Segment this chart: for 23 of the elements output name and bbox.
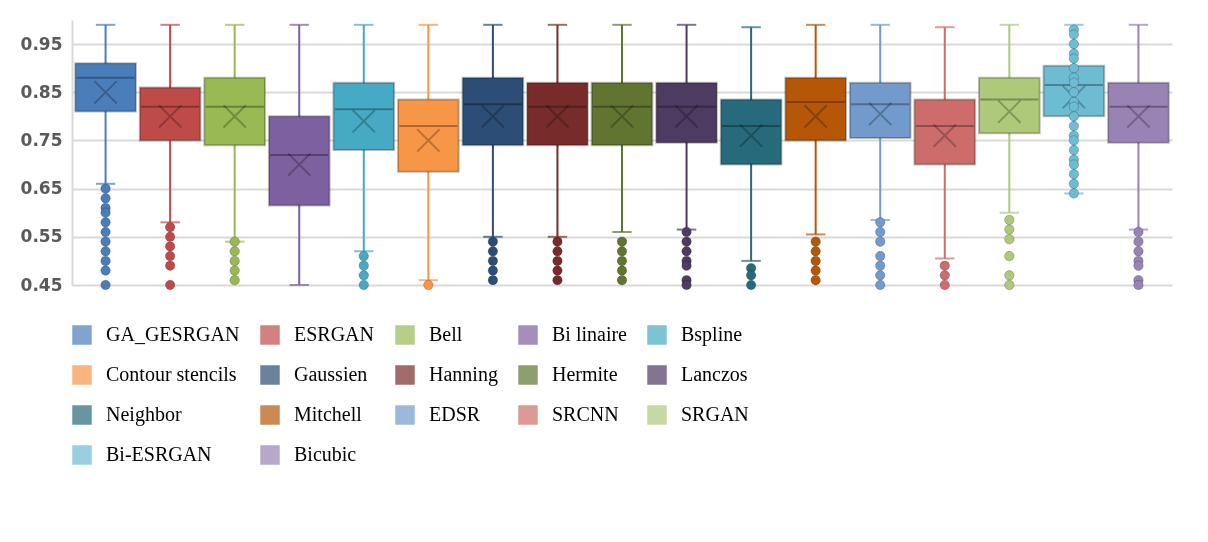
legend-label: Neighbor: [106, 403, 182, 426]
legend-label: EDSR: [429, 403, 481, 425]
legend-label: Bicubic: [294, 443, 357, 465]
legend-label: Hermite: [552, 363, 618, 385]
legend-label: Bi linaire: [552, 323, 628, 345]
y-tick-label: 0.45: [20, 274, 63, 295]
y-tick-label: 0.85: [20, 81, 63, 102]
legend-label: Hanning: [429, 363, 498, 386]
legend-label: Contour stencils: [106, 363, 237, 385]
legend-label: SRGAN: [681, 403, 749, 425]
legend-label: GA_GESRGAN: [106, 323, 240, 345]
y-tick-label: 0.95: [20, 33, 63, 54]
legend-label: Lanczos: [681, 363, 748, 385]
legend-label: Bspline: [681, 323, 743, 346]
legend-label: Mitchell: [294, 403, 363, 425]
legend-label: Bi-ESRGAN: [106, 443, 212, 465]
legend-label: Gaussien: [294, 363, 368, 385]
y-tick-label: 0.65: [20, 178, 63, 199]
legend-label: Bell: [429, 323, 463, 345]
legend-label: ESRGAN: [294, 323, 375, 345]
legend-label: SRCNN: [552, 403, 619, 425]
y-tick-label: 0.75: [20, 129, 63, 150]
y-tick-label: 0.55: [20, 226, 63, 247]
